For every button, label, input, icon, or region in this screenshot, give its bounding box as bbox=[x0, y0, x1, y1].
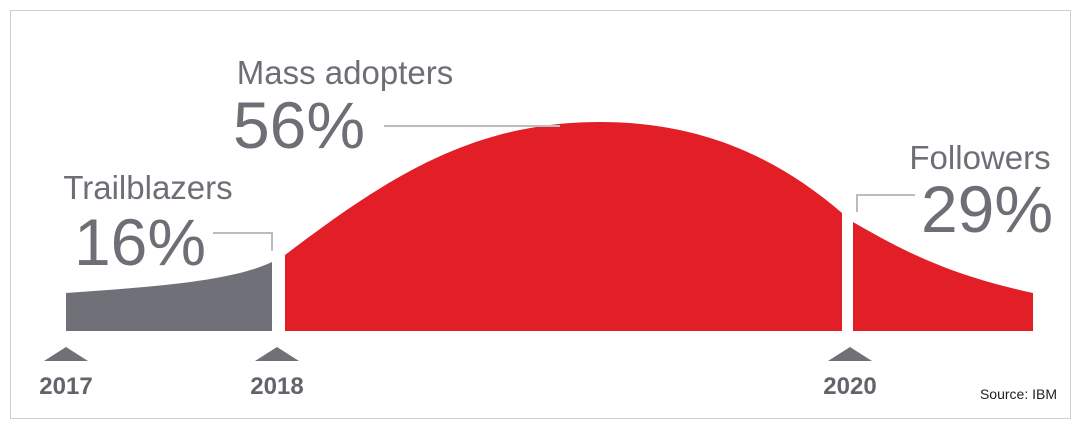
source-note: Source: IBM bbox=[980, 386, 1057, 402]
year-label-2020: 2020 bbox=[823, 373, 876, 400]
year-label-2017: 2017 bbox=[39, 373, 92, 400]
leader-line-trailblazers bbox=[213, 232, 273, 251]
segment-mass-adopters bbox=[285, 122, 842, 331]
label-mass-adopters-percent: 56% bbox=[233, 88, 365, 162]
year-label-2018: 2018 bbox=[250, 373, 303, 400]
year-marker-2020 bbox=[828, 347, 872, 361]
label-trailblazers-name: Trailblazers bbox=[63, 169, 232, 206]
year-marker-2018 bbox=[255, 347, 299, 361]
segment-followers bbox=[853, 222, 1033, 331]
label-trailblazers-percent: 16% bbox=[74, 205, 206, 279]
label-followers-percent: 29% bbox=[921, 172, 1053, 246]
year-marker-2017 bbox=[44, 347, 88, 361]
label-mass-adopters-name: Mass adopters bbox=[237, 54, 453, 91]
leader-line-followers bbox=[856, 194, 915, 212]
segment-trailblazers bbox=[66, 262, 272, 331]
label-followers-name: Followers bbox=[909, 139, 1050, 176]
